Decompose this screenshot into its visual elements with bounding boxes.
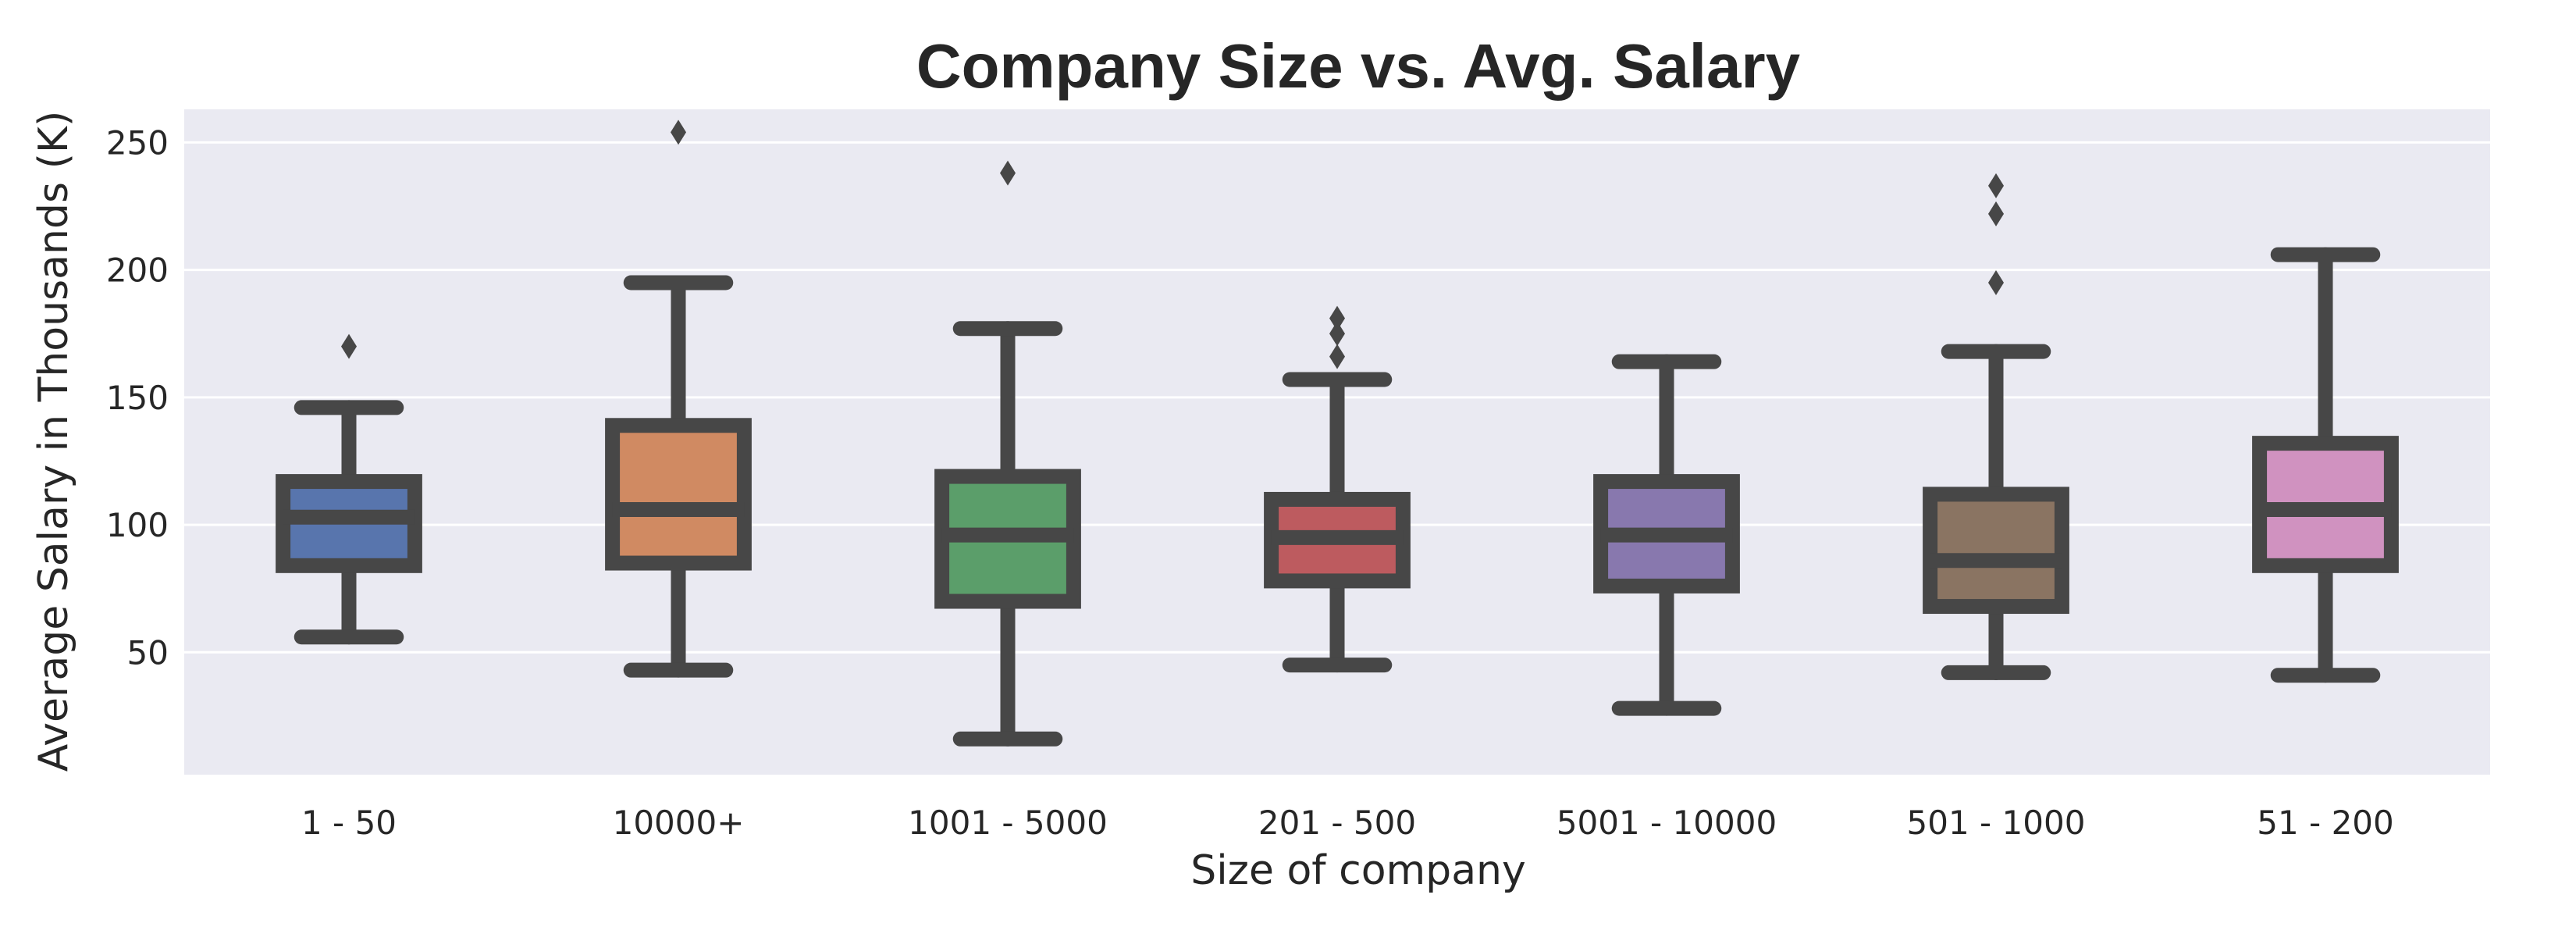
y-tick-label: 100 <box>106 506 169 544</box>
box-group <box>276 333 422 645</box>
outlier-point <box>1000 160 1016 186</box>
y-tick-label: 200 <box>106 251 169 290</box>
x-tick-label: 51 - 200 <box>2257 804 2393 842</box>
box-group <box>2252 247 2399 683</box>
x-tick-label: 1 - 50 <box>301 804 397 842</box>
box-group <box>1264 305 1411 673</box>
x-axis-label: Size of company <box>1190 847 1526 894</box>
box-group <box>934 160 1081 747</box>
outlier-point <box>1329 305 1345 331</box>
box <box>605 418 752 571</box>
outlier-point <box>341 333 357 359</box>
chart-title: Company Size vs. Avg. Salary <box>916 31 1801 101</box>
box-group <box>1923 173 2069 680</box>
x-tick-label: 1001 - 5000 <box>908 804 1108 842</box>
outlier-point <box>671 119 686 145</box>
x-tick-label: 5001 - 10000 <box>1557 804 1777 842</box>
y-tick-label: 50 <box>127 633 169 672</box>
outlier-point <box>1329 344 1345 369</box>
outlier-point <box>1988 201 2004 226</box>
box-group <box>1593 354 1740 716</box>
outlier-point <box>1988 269 2004 295</box>
x-tick-label: 201 - 500 <box>1258 804 1416 842</box>
box-group <box>605 119 752 678</box>
x-tick-label: 501 - 1000 <box>1907 804 2086 842</box>
y-tick-label: 150 <box>106 379 169 417</box>
y-tick-label: 250 <box>106 123 169 162</box>
outlier-point <box>1988 173 2004 198</box>
y-axis-label: Average Salary in Thousands (K) <box>30 111 77 772</box>
outlier-point <box>1329 321 1345 347</box>
box <box>1923 487 2069 615</box>
x-tick-label: 10000+ <box>613 804 745 842</box>
